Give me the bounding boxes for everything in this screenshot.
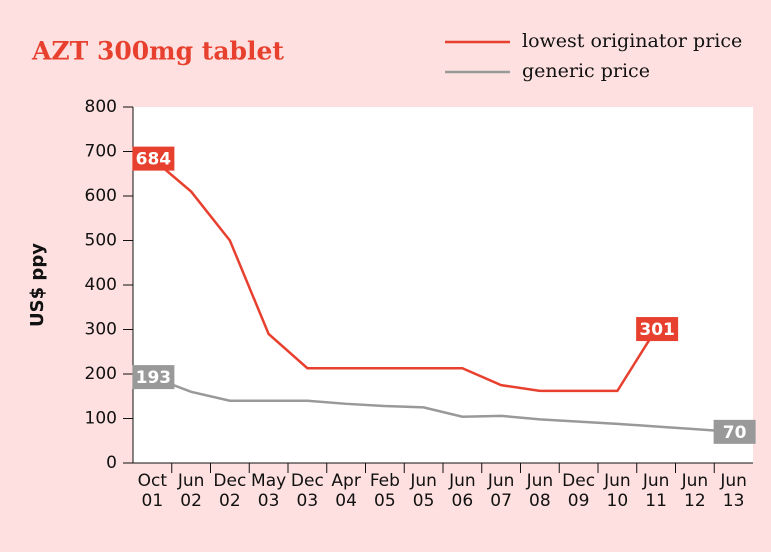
x-tick-label: May 03 [251, 471, 287, 511]
x-tick-label: Jun 05 [410, 471, 437, 511]
x-tick-label: Jun 12 [681, 471, 709, 511]
x-tick-label: Feb 05 [369, 471, 400, 511]
plot-area [133, 107, 753, 463]
x-tick-label: Jun 06 [449, 471, 476, 511]
x-tick-label: Jun 07 [487, 471, 515, 511]
x-tick-label: Dec 02 [213, 471, 247, 511]
value-label: 301 [639, 320, 675, 340]
y-tick-label: 800 [85, 97, 117, 117]
y-tick-label: 200 [85, 364, 117, 384]
value-label: 70 [723, 423, 747, 443]
y-tick-label: 700 [85, 142, 117, 162]
x-tick-label: Dec 09 [562, 471, 596, 511]
value-label: 193 [136, 368, 172, 388]
x-tick-label: Jun 11 [642, 471, 670, 511]
value-label-box [636, 317, 679, 342]
y-tick-label: 300 [85, 320, 117, 340]
y-tick-label: 500 [85, 231, 117, 251]
chart-title: AZT 300mg tablet [31, 37, 284, 66]
value-label-box [713, 419, 756, 444]
legend-label: lowest originator price [522, 30, 742, 52]
x-tick-label: Jun 13 [720, 471, 747, 511]
y-tick-label: 400 [85, 275, 117, 295]
value-label-box [132, 365, 175, 390]
x-tick-label: Dec 03 [290, 471, 324, 511]
series-line [151, 157, 658, 393]
x-tick-label: Jun 02 [177, 471, 205, 511]
y-tick-label: 100 [85, 409, 117, 429]
series-line [151, 375, 734, 434]
x-tick-label: Jun 10 [604, 471, 631, 511]
y-tick-label: 0 [106, 453, 117, 473]
legend-label: generic price [522, 60, 650, 82]
value-label: 684 [136, 150, 172, 170]
value-label-box [132, 146, 175, 171]
x-tick-label: Apr 04 [331, 471, 361, 511]
x-tick-label: Oct 01 [137, 471, 168, 511]
x-tick-label: Jun 08 [526, 471, 554, 511]
y-tick-label: 600 [85, 186, 117, 206]
y-axis-label: US$ ppy [27, 243, 48, 327]
